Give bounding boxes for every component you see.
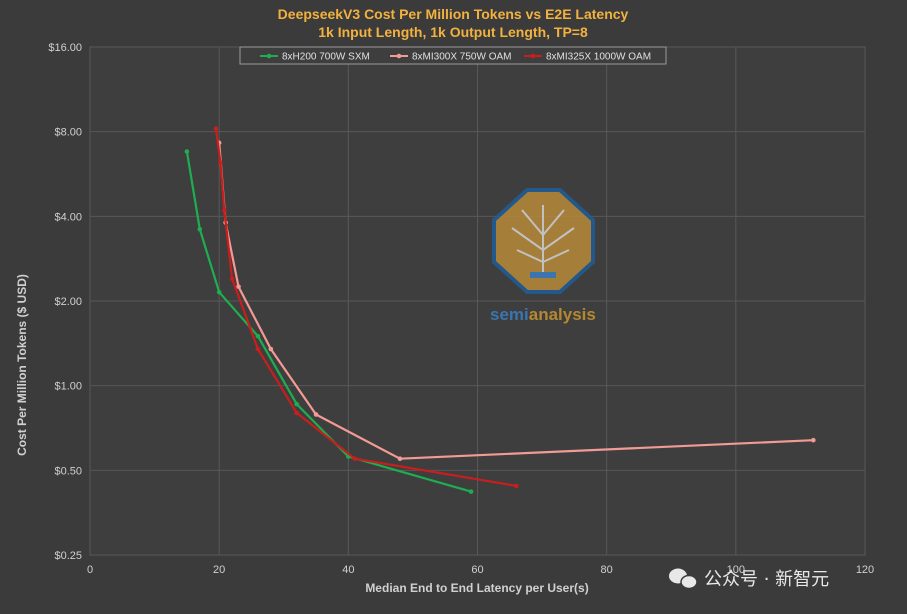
y-tick-label: $8.00 [54,127,82,139]
legend: 8xH200 700W SXM 8xMI300X 750W OAM 8xMI325X… [239,46,667,65]
series-8xh200-700w-sxm [184,149,474,494]
x-tick-label: 0 [87,564,93,576]
data-point [229,276,235,282]
data-point [352,456,358,461]
credit-text: 公众号 · 新智元 [704,569,829,590]
y-tick-label: $4.00 [54,211,82,223]
legend-label: 8xH200 700W SXM [282,52,370,63]
legend-items: 8xH200 700W SXM 8xMI300X 750W OAM 8xMI325X… [260,52,651,63]
series-8xmi325x-1000w-oam [213,126,519,489]
x-tick-label: 40 [342,564,354,576]
legend-label: 8xMI325X 1000W OAM [546,52,651,63]
x-tick-label: 60 [471,564,483,576]
data-point [397,456,403,461]
y-axis-ticks: $0.25 $0.50 $1.00 $2.00 $4.00 $8.00 $16.00 [48,42,82,562]
legend-box [239,46,667,65]
x-tick-label: 80 [601,564,613,576]
data-point [468,489,474,494]
data-point [811,437,816,443]
data-point [236,284,241,289]
legend-swatch-marker [530,53,536,59]
data-point [294,401,299,407]
logo-text-analysis: analysis [529,305,596,324]
x-tick-label: 100 [727,564,745,576]
data-point [213,126,219,131]
x-tick-label: 20 [213,564,225,576]
legend-swatch-marker [396,53,402,59]
y-tick-label: $0.25 [54,550,82,562]
wechat-icon [669,568,698,590]
semianalysis-logo: semianalysis [490,188,596,324]
legend-label: 8xMI300X 750W OAM [412,52,511,63]
y-tick-label: $16.00 [48,42,82,54]
data-point [513,483,519,489]
series-group [184,126,816,494]
tree-icon [511,205,575,278]
chart-title-line2: 1k Input Length, 1k Output Length, TP=8 [318,24,588,40]
svg-text:semianalysis: semianalysis [490,305,596,324]
y-tick-label: $2.00 [54,296,82,308]
chart-title-line1: DeepseekV3 Cost Per Million Tokens vs E2… [278,6,629,22]
data-point [218,160,223,166]
legend-swatch-marker [266,53,272,59]
data-point [294,410,299,416]
data-point [184,149,190,154]
series-line [214,128,517,487]
data-point [255,346,261,352]
logo-text-semi: semi [490,305,529,324]
grid-lines [89,46,866,556]
data-point [216,289,222,295]
y-tick-label: $0.50 [54,465,82,477]
data-point [255,333,261,339]
data-point [222,208,227,213]
x-tick-label: 120 [856,564,874,576]
y-axis-label: Cost Per Million Tokens ($ USD) [15,274,29,456]
data-point [268,346,274,352]
y-tick-label: $1.00 [54,381,82,393]
data-point [197,226,203,232]
x-axis-ticks: 0 20 40 60 80 100 120 [87,564,874,576]
x-axis-label: Median End to End Latency per User(s) [365,581,588,595]
wechat-credit: 公众号 · 新智元 [669,568,829,590]
data-point [313,412,319,417]
